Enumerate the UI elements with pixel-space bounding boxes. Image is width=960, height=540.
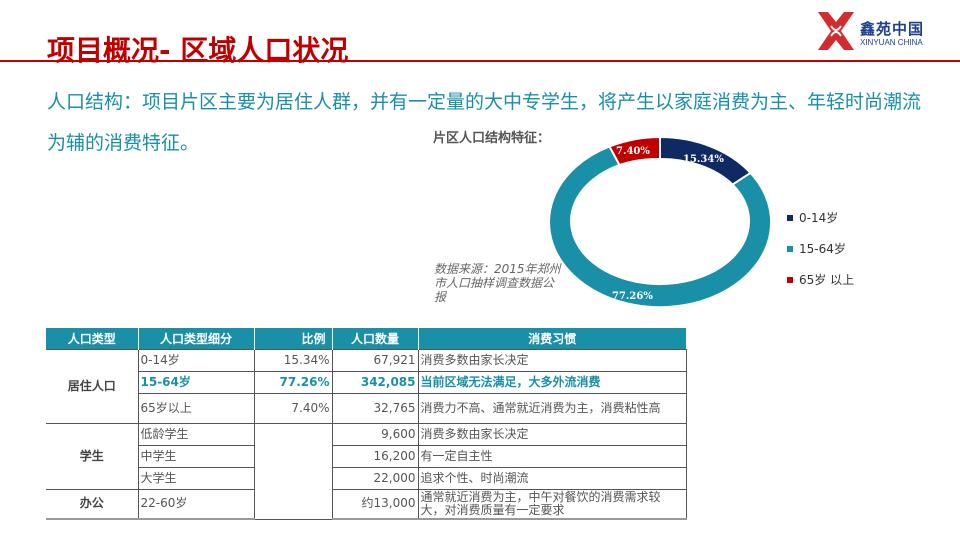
- cell-habit: 追求个性、时尚潮流: [417, 466, 687, 490]
- cell-ratio-merged: [253, 422, 333, 520]
- cell-count: 22,000: [331, 466, 419, 490]
- cell-ratio: 7.40%: [253, 392, 333, 424]
- group-student: 学生: [46, 422, 139, 490]
- company-logo: 鑫苑中国 XINYUAN CHINA: [818, 12, 958, 52]
- cell-count: 16,200: [331, 444, 419, 468]
- cell-subtype: 65岁以上: [137, 392, 255, 424]
- cell-subtype: 0-14岁: [137, 348, 255, 372]
- table-row: 大学生 22,000 追求个性、时尚潮流: [46, 466, 687, 490]
- header-divider: [0, 60, 960, 62]
- legend-item-65-plus: 65岁 以上: [787, 264, 854, 295]
- cell-habit: 消费多数由家长决定: [417, 422, 687, 446]
- legend-swatch-icon: [787, 245, 793, 252]
- legend-item-0-14: 0-14岁: [787, 202, 854, 233]
- table-row: 办公 22-60岁 约13,000 通常就近消费为主，中午对餐饮的消费需求较大，…: [46, 488, 687, 520]
- col-header-count: 人口数量: [332, 328, 419, 349]
- table-row-highlight: 15-64岁 77.26% 342,085 当前区域无法满足，大多外流消费: [46, 370, 687, 394]
- legend-swatch-icon: [787, 214, 793, 221]
- label-15-64: 77.26%: [612, 291, 653, 302]
- label-0-14: 15.34%: [683, 154, 724, 165]
- cell-subtype: 15-64岁: [137, 370, 255, 394]
- cell-subtype: 大学生: [137, 466, 255, 490]
- cell-subtype: 中学生: [137, 444, 255, 468]
- label-65-plus: 7.40%: [616, 146, 650, 157]
- col-header-ratio: 比例: [254, 328, 333, 349]
- table-row: 学生 低龄学生 9,600 消费多数由家长决定: [46, 422, 687, 520]
- legend-swatch-icon: [787, 276, 793, 283]
- chart-legend: 0-14岁 15-64岁 65岁 以上: [787, 202, 854, 295]
- cell-count: 约13,000: [331, 488, 419, 520]
- table-row: 中学生 16,200 有一定自主性: [46, 444, 687, 468]
- cell-count: 67,921: [331, 348, 419, 372]
- segment-15-64: [548, 145, 773, 309]
- cell-subtype: 22-60岁: [137, 488, 255, 520]
- cell-ratio: 77.26%: [253, 370, 333, 394]
- table-row: 65岁以上 7.40% 32,765 消费力不高、通常就近消费为主，消费粘性高: [46, 392, 687, 424]
- logo-name-cn: 鑫苑中国: [860, 20, 925, 38]
- col-header-habit: 消费习惯: [418, 328, 686, 349]
- chart-title: 片区人口结构特征：: [433, 131, 551, 146]
- page-title: 项目概况- 区域人口状况: [47, 34, 349, 67]
- table-row: 居住人口 0-14岁 15.34% 67,921 消费多数由家长决定: [46, 348, 687, 424]
- segment-65-plus: [608, 135, 661, 167]
- cell-count: 342,085: [331, 370, 419, 394]
- cell-habit: 通常就近消费为主，中午对餐饮的消费需求较大，对消费质量有一定要求: [417, 488, 687, 520]
- legend-label: 15-64岁: [799, 242, 846, 256]
- chart-source-note: 数据来源：2015年郑州市人口抽样调查数据公报: [434, 262, 561, 304]
- cell-habit: 消费多数由家长决定: [417, 348, 687, 372]
- cell-ratio: 15.34%: [253, 348, 333, 372]
- legend-label: 0-14岁: [799, 211, 839, 225]
- intro-text: 人口结构：项目片区主要为居住人群，并有一定量的大中专学生，将产生以家庭消费为主、…: [47, 91, 922, 154]
- col-header-subtype: 人口类型细分: [138, 328, 255, 349]
- legend-item-15-64: 15-64岁: [787, 233, 854, 264]
- population-table: 人口类型 人口类型细分 比例 人口数量 消费习惯 居住人口 0-14岁 15.3…: [46, 328, 687, 520]
- cell-count: 32,765: [331, 392, 419, 424]
- cell-subtype: 低龄学生: [137, 422, 255, 446]
- xinyuan-logo-icon: [818, 12, 854, 50]
- population-donut-chart: 15.34% 7.40% 77.26%: [548, 135, 773, 309]
- cell-habit: 有一定自主性: [417, 444, 687, 468]
- group-resident: 居住人口: [46, 348, 139, 424]
- table-header-row: 人口类型 人口类型细分 比例 人口数量 消费习惯: [46, 328, 686, 349]
- cell-habit: 消费力不高、通常就近消费为主，消费粘性高: [417, 392, 687, 424]
- group-office: 办公: [46, 488, 139, 520]
- col-header-type: 人口类型: [46, 328, 139, 349]
- legend-label: 65岁 以上: [799, 273, 855, 287]
- cell-count: 9,600: [331, 422, 419, 446]
- logo-name-en: XINYUAN CHINA: [860, 38, 923, 47]
- cell-habit: 当前区域无法满足，大多外流消费: [417, 370, 687, 394]
- donut-segments: [548, 135, 773, 309]
